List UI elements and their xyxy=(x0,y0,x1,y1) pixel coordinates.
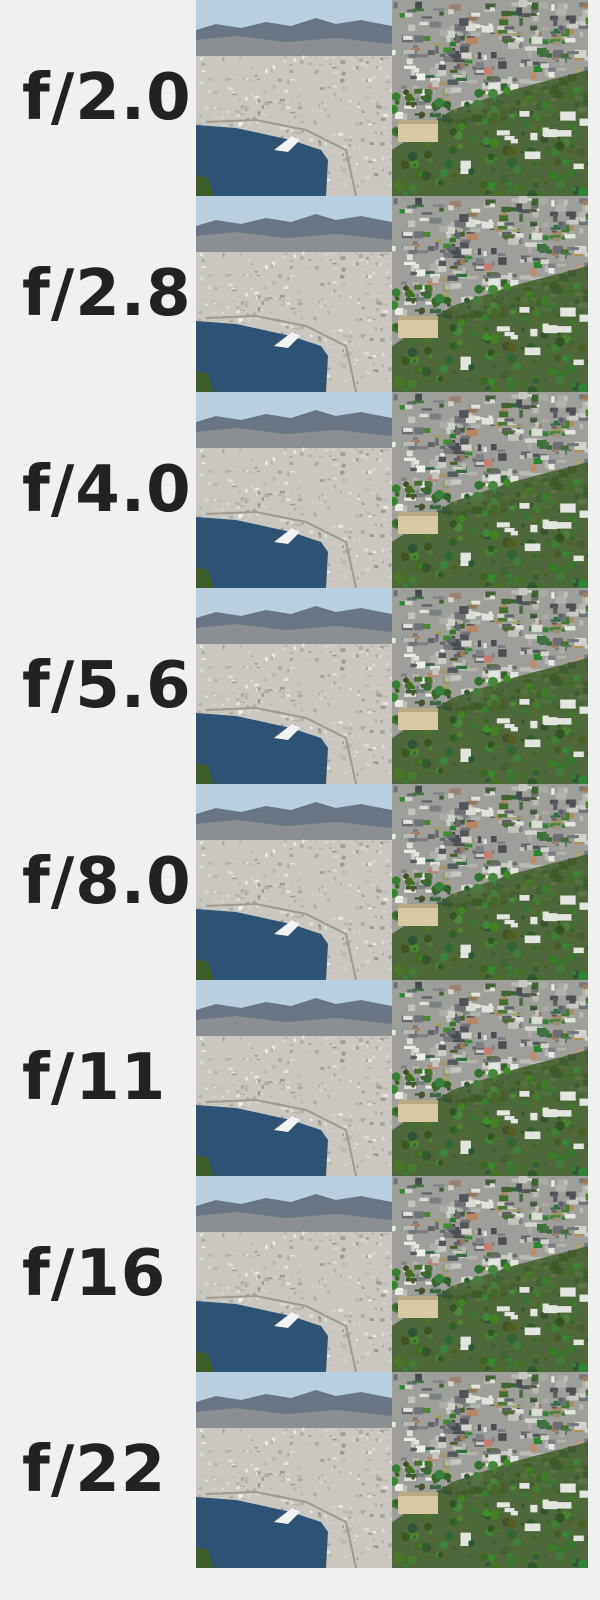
aperture-row: f/4.0 xyxy=(0,392,588,588)
aperture-row: f/5.6 xyxy=(0,588,588,784)
aperture-label-cell: f/8.0 xyxy=(0,784,196,980)
aperture-label-cell: f/4.0 xyxy=(0,392,196,588)
aperture-row: f/2.8 xyxy=(0,196,588,392)
hillside-crop-photo xyxy=(392,784,588,980)
city-overview-photo xyxy=(196,1372,392,1568)
hillside-crop-photo xyxy=(392,980,588,1176)
aperture-label: f/2.8 xyxy=(22,257,192,331)
city-overview-photo xyxy=(196,196,392,392)
city-overview-photo xyxy=(196,1176,392,1372)
aperture-row: f/8.0 xyxy=(0,784,588,980)
aperture-label: f/11 xyxy=(22,1041,167,1115)
aperture-label-cell: f/5.6 xyxy=(0,588,196,784)
hillside-crop-photo xyxy=(392,392,588,588)
city-overview-photo xyxy=(196,784,392,980)
city-overview-photo xyxy=(196,392,392,588)
aperture-label-cell: f/16 xyxy=(0,1176,196,1372)
city-overview-photo xyxy=(196,0,392,196)
aperture-label: f/2.0 xyxy=(22,61,192,135)
city-overview-photo xyxy=(196,588,392,784)
aperture-row: f/2.0 xyxy=(0,0,588,196)
aperture-label: f/16 xyxy=(22,1237,167,1311)
hillside-crop-photo xyxy=(392,0,588,196)
hillside-crop-photo xyxy=(392,196,588,392)
hillside-crop-photo xyxy=(392,1372,588,1568)
aperture-label: f/22 xyxy=(22,1433,167,1507)
aperture-label-cell: f/2.0 xyxy=(0,0,196,196)
aperture-row: f/22 xyxy=(0,1372,588,1568)
aperture-comparison: f/2.0 f/2.8 f/4.0 f/5.6 f/8.0 f/11 xyxy=(0,0,588,1568)
aperture-label-cell: f/2.8 xyxy=(0,196,196,392)
aperture-label: f/4.0 xyxy=(22,453,192,527)
aperture-row: f/16 xyxy=(0,1176,588,1372)
city-overview-photo xyxy=(196,980,392,1176)
aperture-label-cell: f/22 xyxy=(0,1372,196,1568)
hillside-crop-photo xyxy=(392,588,588,784)
aperture-label-cell: f/11 xyxy=(0,980,196,1176)
aperture-label: f/8.0 xyxy=(22,845,192,919)
hillside-crop-photo xyxy=(392,1176,588,1372)
aperture-row: f/11 xyxy=(0,980,588,1176)
aperture-label: f/5.6 xyxy=(22,649,192,723)
